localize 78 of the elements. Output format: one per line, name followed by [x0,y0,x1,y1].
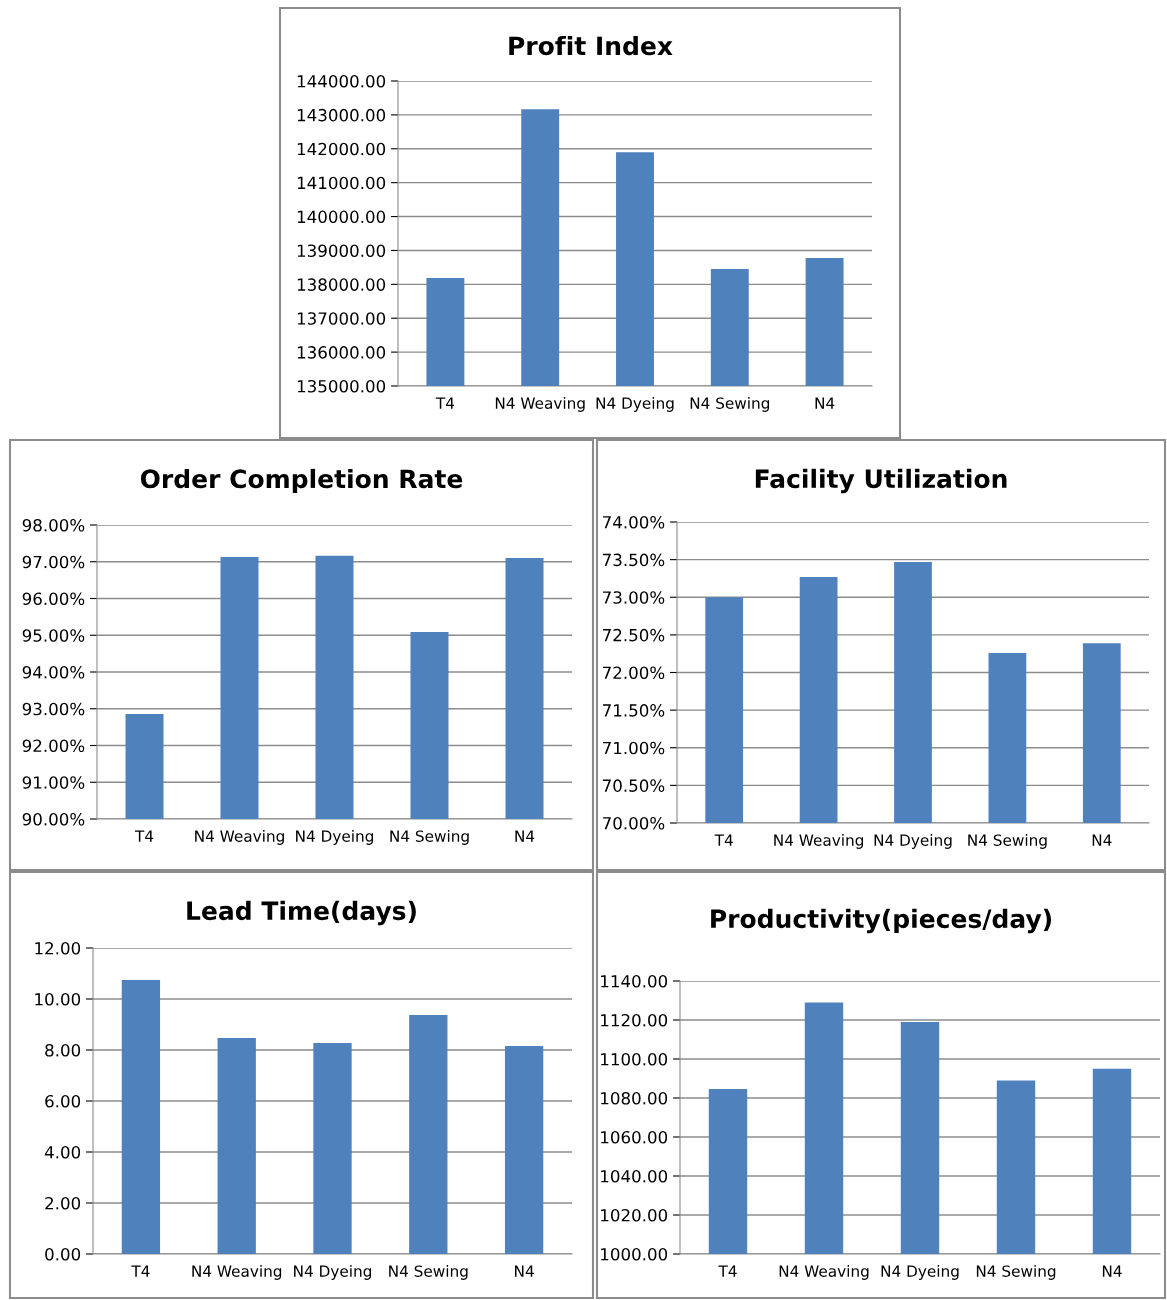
y-tick-label: 70.50% [603,779,665,792]
y-tick-label: 137000.00 [297,312,386,325]
x-tick-label: N4 Weaving [195,830,284,845]
x-tick-label: T4 [134,830,154,842]
y-tick-label: 0.00 [45,1247,81,1261]
x-tick-label: N4 Dyeing [294,1265,372,1280]
y-tick-label: 74.00% [603,515,665,529]
bar [217,1038,256,1254]
y-tick-label: 144000.00 [297,74,386,88]
y-tick-label: 4.00 [44,1145,81,1159]
bar [121,979,161,1254]
y-tick-label: 8.00 [45,1043,81,1057]
y-tick-label: 1100.00 [601,1052,668,1066]
y-tick-label: 72.50% [603,628,665,642]
y-tick-label: 1060.00 [601,1130,668,1144]
y-tick-label: 10.00 [35,992,81,1006]
y-tick-label: 1020.00 [601,1208,668,1222]
y-tick-label: 91.00% [22,776,85,789]
y-tick-label: 141000.00 [297,176,386,190]
y-tick-label: 92.00% [22,739,85,753]
y-tick-label: 96.00% [22,592,85,606]
x-tick-label: N4 Sewing [976,1265,1056,1280]
x-tick-label: N4 [815,397,835,409]
y-tick-label: 12.00 [35,941,81,955]
x-tick-label: N4 Sewing [390,830,469,845]
y-tick-label: 71.00% [603,741,665,755]
chart-title: Lead Time(days) [187,900,416,926]
x-tick-label: N4 Dyeing [874,834,952,849]
x-tick-label: T4 [435,397,455,409]
bar [504,1045,544,1254]
y-tick-label: 1040.00 [601,1169,668,1183]
y-tick-label: 143000.00 [297,108,386,122]
y-tick-label: 90.00% [22,812,85,826]
x-tick-label: N4 Weaving [192,1265,282,1280]
bar [409,1015,448,1254]
chart-title: Profit Index [509,35,673,56]
x-tick-label: T4 [131,1265,150,1277]
x-tick-label: N4 Weaving [774,834,864,849]
y-tick-label: 71.50% [603,704,665,717]
y-tick-label: 2.00 [45,1196,81,1210]
bar [313,1043,352,1254]
y-tick-label: 95.00% [22,629,85,642]
y-tick-label: 73.00% [603,591,665,604]
y-tick-label: 6.00 [45,1094,81,1108]
chart-title: Order Completion Rate [140,468,463,494]
y-tick-label: 94.00% [22,665,85,679]
y-tick-label: 72.00% [603,666,665,680]
y-tick-label: 70.00% [603,816,665,830]
y-tick-label: 1140.00 [601,974,668,988]
y-tick-label: 93.00% [22,702,85,716]
y-tick-label: 139000.00 [297,244,386,258]
y-tick-label: 1120.00 [601,1013,668,1027]
y-tick-label: 98.00% [22,518,85,532]
y-tick-label: 136000.00 [297,346,386,359]
chart-title: Facility Utilization [755,468,1007,494]
y-tick-label: 135000.00 [297,379,386,393]
x-tick-label: N4 Sewing [968,834,1047,849]
x-tick-label: N4 Dyeing [296,830,374,845]
y-tick-label: 138000.00 [297,278,386,291]
x-tick-label: N4 Sewing [389,1265,468,1280]
x-tick-label: N4 Dyeing [596,397,674,412]
y-tick-label: 140000.00 [297,210,386,224]
x-tick-label: N4 Weaving [779,1265,869,1280]
x-tick-label: N4 [515,1265,534,1277]
x-tick-label: T4 [718,1265,737,1277]
x-tick-label: T4 [714,834,733,846]
chart-title: Productivity(pieces/day) [711,908,1051,934]
x-tick-label: N4 Sewing [690,397,770,412]
y-tick-label: 73.50% [603,553,665,567]
y-tick-label: 97.00% [22,555,85,569]
y-tick-label: 142000.00 [297,142,386,156]
x-tick-label: N4 Weaving [495,397,585,412]
x-tick-label: N4 Dyeing [881,1265,959,1280]
x-tick-label: N4 [515,830,535,842]
y-tick-label: 1000.00 [601,1247,668,1261]
x-tick-label: N4 [1102,1265,1122,1277]
y-tick-label: 1080.00 [601,1091,668,1105]
x-tick-label: N4 [1092,834,1112,846]
